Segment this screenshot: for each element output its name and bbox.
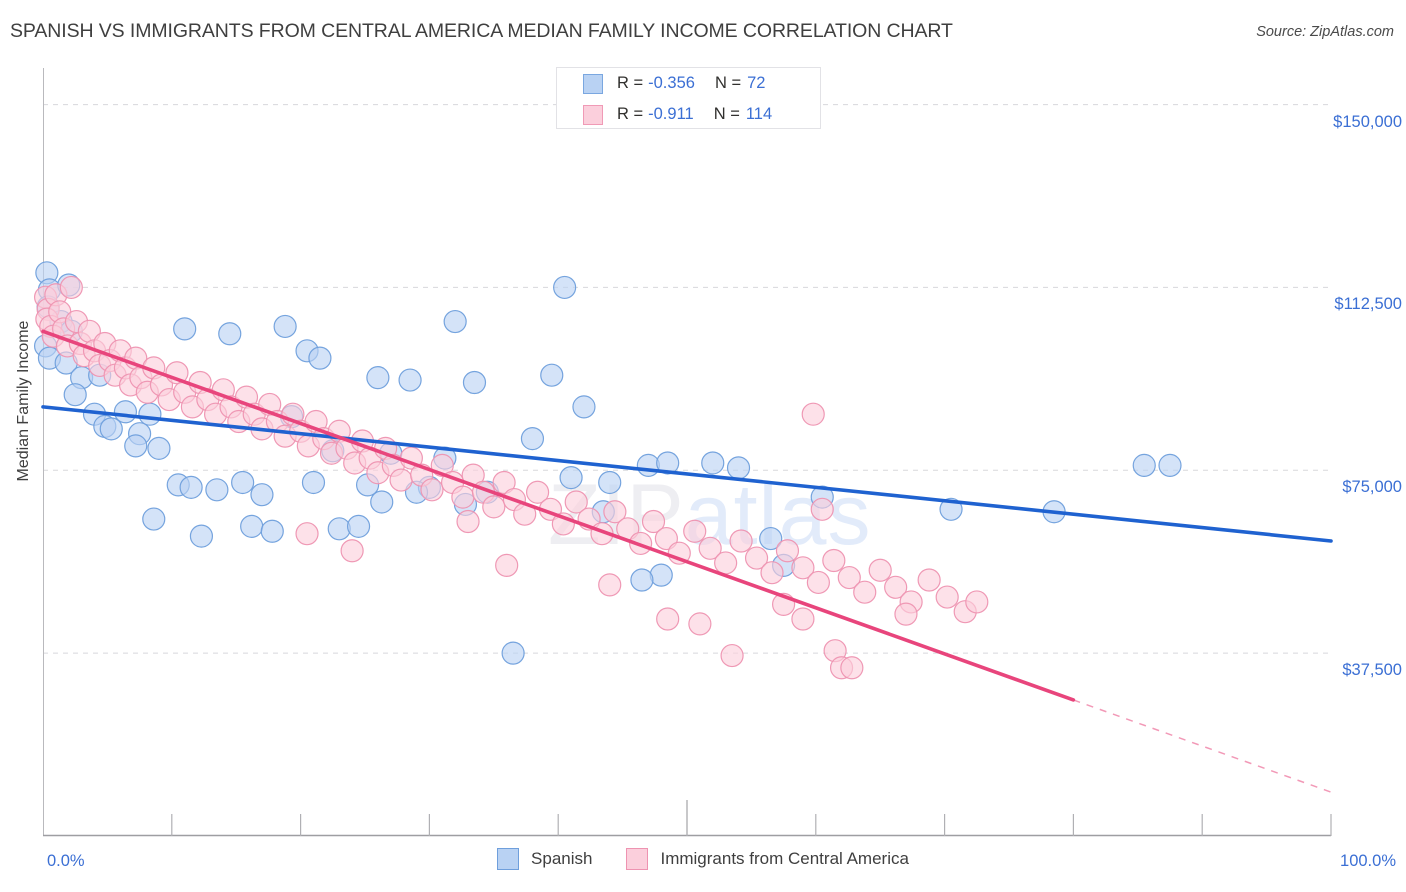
series-legend: Spanish Immigrants from Central America — [0, 848, 1406, 870]
trendline-immigrants-extension — [1073, 699, 1332, 793]
y-tick-label-3: $37,500 — [1342, 661, 1402, 680]
stats-row-immigrants: R = -0.911 N = 114 — [557, 99, 822, 130]
stats-r-value-immigrants: -0.911 — [648, 105, 694, 123]
correlation-stats-box: R = -0.356 N = 72 R = -0.911 N = 114 — [556, 67, 821, 129]
stats-swatch-immigrants — [583, 104, 603, 125]
plot-area: ZIPatlas — [33, 68, 1333, 837]
stats-swatch-spanish — [583, 73, 603, 94]
scatter-canvas — [33, 68, 1333, 837]
legend-label-immigrants: Immigrants from Central America — [660, 849, 909, 868]
legend-swatch-immigrants — [626, 848, 649, 870]
trendline-spanish — [41, 405, 1333, 543]
trendline-immigrants — [41, 329, 1076, 702]
y-axis-title: Median Family Income — [15, 320, 32, 482]
legend-item-immigrants[interactable]: Immigrants from Central America — [626, 848, 909, 870]
stats-r-label-immigrants: R = — [617, 105, 644, 123]
legend-swatch-spanish — [497, 848, 520, 870]
page-title: SPANISH VS IMMIGRANTS FROM CENTRAL AMERI… — [10, 20, 953, 42]
legend-item-spanish[interactable]: Spanish — [497, 848, 592, 870]
legend-label-spanish: Spanish — [531, 849, 593, 868]
stats-n-value-spanish: 72 — [747, 74, 766, 92]
x-axis-max-label: 100.0% — [1340, 852, 1396, 870]
stats-n-label-spanish: N = — [714, 74, 742, 92]
stats-r-label-spanish: R = — [617, 74, 644, 92]
y-tick-label-1: $112,500 — [1334, 295, 1402, 314]
x-axis-min-label: 0.0% — [47, 852, 85, 870]
series-points-spanish — [33, 261, 1182, 665]
stats-row-spanish: R = -0.356 N = 72 — [557, 68, 822, 99]
y-tick-label-0: $150,000 — [1333, 112, 1402, 131]
y-tick-label-2: $75,000 — [1342, 478, 1402, 497]
source-attribution: Source: ZipAtlas.com — [1256, 24, 1394, 40]
stats-n-value-immigrants: 114 — [745, 105, 773, 123]
stats-r-value-spanish: -0.356 — [648, 74, 695, 92]
stats-n-label-immigrants: N = — [713, 105, 740, 123]
